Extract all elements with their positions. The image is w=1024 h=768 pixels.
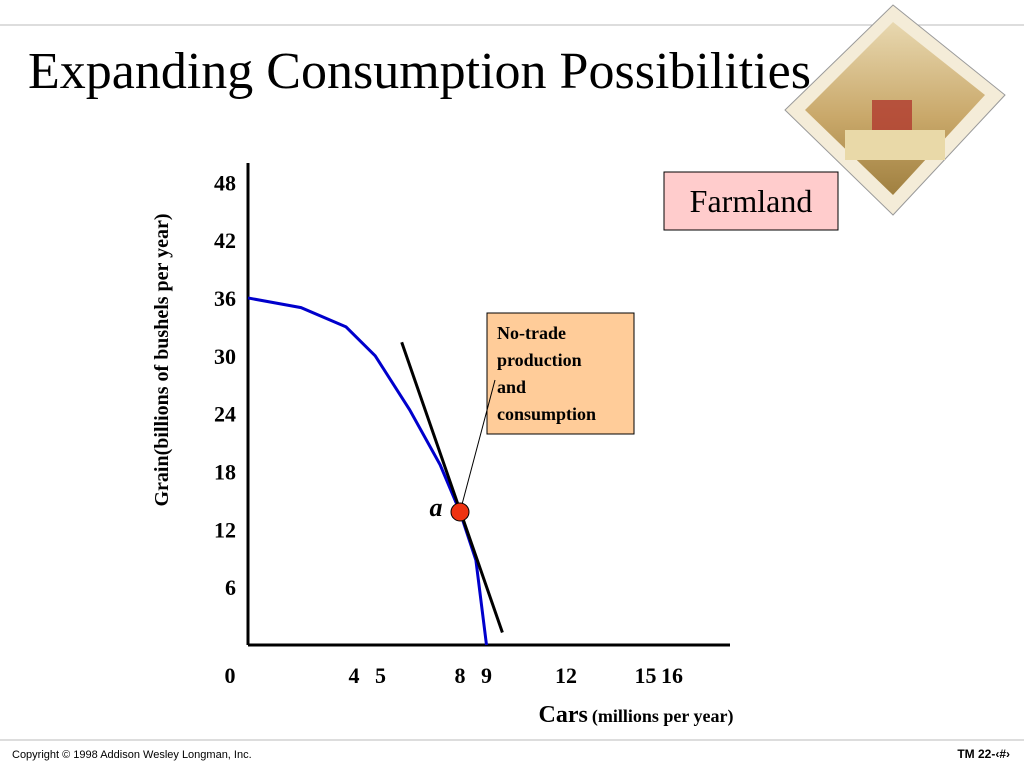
- callout-line: and: [497, 377, 526, 397]
- y-tick-label: 18: [214, 459, 236, 484]
- title: Expanding Consumption Possibilities: [28, 43, 811, 100]
- farm-picture: [784, 4, 1006, 216]
- y-tick-label: 24: [214, 402, 236, 427]
- callout-pointer: [459, 379, 496, 513]
- x-axis-label: Cars (millions per year): [539, 702, 734, 728]
- trade-line: [400, 341, 504, 633]
- y-axis-label: Grain(billions of bushels per year): [151, 214, 173, 507]
- x-tick-label: 4: [349, 663, 360, 688]
- callout-box: [486, 312, 635, 435]
- region-box: [663, 171, 839, 231]
- x-tick-label: 5: [375, 663, 386, 688]
- point-a: [450, 502, 470, 522]
- x-tick-label: 16: [661, 663, 683, 688]
- y-tick-label: 48: [214, 170, 236, 195]
- y-tick-label: 6: [225, 575, 236, 600]
- x-tick-label: 15: [635, 663, 657, 688]
- callout-line: production: [497, 350, 582, 370]
- x-axis-unit: (millions per year): [592, 706, 734, 727]
- y-tick-label: 36: [214, 286, 236, 311]
- x-tick-label: 9: [481, 663, 492, 688]
- y-tick-label: 42: [214, 228, 236, 253]
- region-label: Farmland: [690, 183, 813, 219]
- y-tick-label: 30: [214, 344, 236, 369]
- copyright: Copyright © 1998 Addison Wesley Longman,…: [12, 749, 252, 761]
- ppf-curve: [247, 296, 488, 646]
- point-label: a: [430, 493, 443, 522]
- x-tick-label: 0: [225, 663, 236, 688]
- x-tick-label: 12: [555, 663, 577, 688]
- callout-line: No-trade: [497, 323, 566, 343]
- callout-text: No-trade production and consumption: [497, 323, 596, 424]
- y-tick-label: 12: [214, 517, 236, 542]
- x-axis-title: Cars: [539, 702, 588, 728]
- callout-line: consumption: [497, 404, 596, 424]
- x-tick-label: 8: [455, 663, 466, 688]
- slide-number: TM 22-‹#›: [957, 747, 1010, 761]
